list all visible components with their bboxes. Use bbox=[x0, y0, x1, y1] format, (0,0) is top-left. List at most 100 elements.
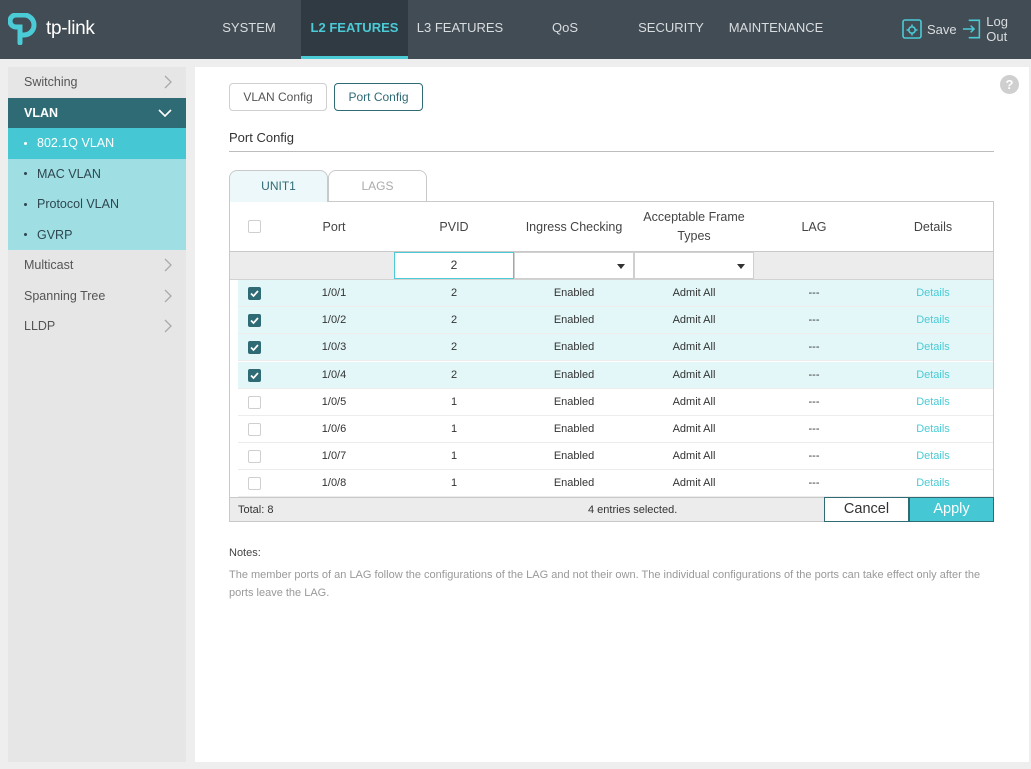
nav-l3-features[interactable]: L3 FEATURES bbox=[416, 20, 504, 35]
lag-cell: --- bbox=[808, 368, 820, 381]
nav-system[interactable]: SYSTEM bbox=[222, 20, 276, 35]
total-count: Total: 8 bbox=[238, 504, 274, 516]
vlan-submenu: 802.1Q VLAN MAC VLAN Protocol VLAN GVRP bbox=[8, 128, 186, 250]
sidebar-subitem-protocol-vlan[interactable]: Protocol VLAN bbox=[8, 189, 186, 220]
table-row[interactable]: 1/0/4 2 Enabled Admit All --- Details bbox=[238, 361, 993, 389]
ingress-cell: Enabled bbox=[553, 423, 595, 435]
details-link[interactable]: Details bbox=[916, 341, 950, 354]
row-divider bbox=[238, 469, 993, 471]
checkbox[interactable] bbox=[248, 423, 261, 436]
ingress-cell: Enabled bbox=[553, 314, 595, 327]
sidebar-item-multicast[interactable]: Multicast bbox=[8, 250, 186, 281]
sidebar-subitem-label: 802.1Q VLAN bbox=[37, 136, 115, 151]
caret-down-icon bbox=[617, 264, 625, 269]
tab-unit1[interactable]: UNIT1 bbox=[229, 170, 328, 202]
port-cell: 1/0/1 bbox=[321, 287, 347, 299]
lag-cell: --- bbox=[808, 287, 820, 299]
check-icon bbox=[250, 344, 259, 352]
checkbox-checked[interactable] bbox=[248, 287, 261, 300]
help-icon[interactable]: ? bbox=[1000, 75, 1019, 94]
check-icon bbox=[250, 317, 259, 325]
tp-link-logo-icon bbox=[8, 13, 37, 45]
nav-maintenance[interactable]: MAINTENANCE bbox=[728, 20, 824, 35]
pvid-cell: 1 bbox=[450, 477, 458, 490]
checkbox[interactable] bbox=[248, 450, 261, 464]
details-link[interactable]: Details bbox=[916, 287, 950, 299]
ingress-cell: Enabled bbox=[553, 368, 595, 381]
row-divider bbox=[238, 306, 993, 307]
table-footer: Total: 8 4 entries selected. Cancel Appl… bbox=[230, 497, 994, 522]
pvid-cell: 2 bbox=[450, 314, 458, 327]
port-cell: 1/0/3 bbox=[321, 341, 347, 354]
details-link[interactable]: Details bbox=[916, 368, 950, 381]
table-row[interactable]: 1/0/5 1 Enabled Admit All --- Details bbox=[238, 389, 993, 416]
table-row[interactable]: 1/0/7 1 Enabled Admit All --- Details bbox=[238, 443, 993, 471]
sidebar-item-label: Switching bbox=[24, 75, 78, 90]
sidebar-item-spanning-tree[interactable]: Spanning Tree bbox=[8, 281, 186, 312]
column-header-lag: LAG bbox=[801, 219, 827, 234]
sidebar-item-lldp[interactable]: LLDP bbox=[8, 311, 186, 342]
table-row[interactable]: 1/0/2 2 Enabled Admit All --- Details bbox=[238, 307, 993, 335]
lag-cell: --- bbox=[808, 477, 820, 490]
nav-l2-features[interactable]: L2 FEATURES bbox=[301, 0, 408, 59]
sidebar-subitem-8021q-vlan[interactable]: 802.1Q VLAN bbox=[8, 128, 186, 159]
details-link[interactable]: Details bbox=[916, 395, 950, 408]
sidebar-item-label: Multicast bbox=[24, 258, 74, 273]
save-label: Save bbox=[927, 21, 957, 37]
sidebar-item-vlan[interactable]: VLAN bbox=[8, 97, 186, 128]
frame-types-cell: Admit All bbox=[672, 423, 716, 435]
check-icon bbox=[250, 372, 259, 379]
pvid-cell: 2 bbox=[450, 287, 458, 299]
chevron-right-icon bbox=[164, 258, 172, 272]
details-link[interactable]: Details bbox=[916, 314, 950, 327]
ingress-select[interactable] bbox=[514, 252, 634, 279]
tab-port-config[interactable]: Port Config bbox=[334, 83, 423, 111]
table-row[interactable]: 1/0/8 1 Enabled Admit All --- Details bbox=[238, 470, 993, 498]
frame-types-cell: Admit All bbox=[672, 341, 716, 354]
checkbox-checked[interactable] bbox=[248, 314, 261, 328]
checkbox[interactable] bbox=[248, 477, 261, 491]
tp-link-logo[interactable]: tp-link bbox=[8, 12, 95, 46]
lag-cell: --- bbox=[808, 423, 820, 435]
ingress-cell: Enabled bbox=[553, 395, 595, 408]
sidebar-subitem-gvrp[interactable]: GVRP bbox=[8, 220, 186, 251]
logout-icon bbox=[962, 19, 981, 39]
port-cell: 1/0/7 bbox=[321, 450, 347, 463]
divider bbox=[229, 151, 994, 152]
row-divider bbox=[238, 360, 993, 362]
frame-types-cell: Admit All bbox=[672, 314, 716, 327]
checkbox-checked[interactable] bbox=[248, 341, 261, 355]
sidebar-subitem-label: Protocol VLAN bbox=[37, 197, 119, 212]
port-cell: 1/0/2 bbox=[321, 314, 347, 327]
details-link[interactable]: Details bbox=[916, 423, 950, 435]
table-row[interactable]: 1/0/6 1 Enabled Admit All --- Details bbox=[238, 416, 993, 443]
save-button[interactable]: Save bbox=[901, 17, 957, 41]
checkbox[interactable] bbox=[248, 395, 261, 409]
cancel-button[interactable]: Cancel bbox=[824, 497, 909, 522]
column-header-ingress: Ingress Checking bbox=[525, 219, 623, 234]
checkbox-checked[interactable] bbox=[248, 368, 261, 382]
table-row[interactable]: 1/0/3 2 Enabled Admit All --- Details bbox=[238, 334, 993, 362]
bullet-icon bbox=[24, 202, 27, 206]
lag-cell: --- bbox=[808, 341, 820, 354]
logout-button[interactable]: Log Out bbox=[961, 14, 1031, 44]
sidebar-subitem-label: MAC VLAN bbox=[37, 166, 101, 181]
tab-lags[interactable]: LAGS bbox=[328, 170, 427, 202]
sidebar-subitem-mac-vlan[interactable]: MAC VLAN bbox=[8, 159, 186, 190]
pvid-cell: 1 bbox=[450, 450, 458, 463]
nav-security[interactable]: SECURITY bbox=[638, 20, 704, 35]
details-link[interactable]: Details bbox=[916, 477, 950, 490]
apply-button[interactable]: Apply bbox=[909, 497, 994, 522]
pvid-input[interactable]: 2 bbox=[394, 252, 514, 279]
select-all-checkbox[interactable] bbox=[248, 220, 261, 233]
lag-cell: --- bbox=[808, 395, 820, 408]
details-link[interactable]: Details bbox=[916, 450, 950, 463]
tab-vlan-config[interactable]: VLAN Config bbox=[229, 83, 327, 111]
nav-qos[interactable]: QoS bbox=[551, 20, 578, 35]
frame-types-select[interactable] bbox=[634, 252, 754, 279]
caret-down-icon bbox=[737, 264, 745, 269]
table-row[interactable]: 1/0/1 2 Enabled Admit All --- Details bbox=[238, 280, 993, 307]
check-icon bbox=[250, 290, 259, 298]
chevron-down-icon bbox=[158, 109, 172, 117]
sidebar-item-switching[interactable]: Switching bbox=[8, 67, 186, 98]
